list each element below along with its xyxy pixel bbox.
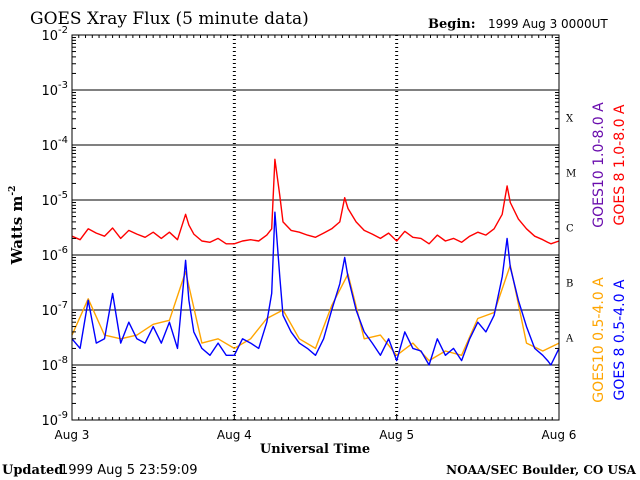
- x-tick-label: Aug 5: [379, 428, 414, 442]
- y-tick-base: 10: [41, 139, 58, 154]
- begin-label: Begin:: [428, 17, 476, 32]
- plot-frame: [71, 34, 560, 421]
- y-tick-exponent: -5: [58, 190, 68, 201]
- y-tick-label: 10-6: [41, 245, 68, 264]
- y-axis-title: Watts m-2: [8, 186, 26, 266]
- flare-class-B: B: [566, 279, 573, 290]
- y-tick-exponent: -2: [58, 25, 68, 36]
- legend-item-goes10-0-5-4-0-a: GOES10 0.5-4.0 A: [591, 277, 607, 403]
- series-line-goes10-0-5-4-0-a: [71, 264, 560, 362]
- legend-item-goes10-1-0-8-0-a: GOES10 1.0-8.0 A: [591, 102, 607, 228]
- y-tick-base: 10: [41, 359, 58, 374]
- svg-text:Watts m-2: Watts m-2: [8, 186, 26, 266]
- y-tick-base: 10: [41, 194, 58, 209]
- y-tick-label: 10-8: [41, 355, 68, 374]
- y-tick-base: 10: [41, 29, 58, 44]
- y-tick-exponent: -7: [58, 300, 68, 311]
- series-line-goes-8-1-0-8-0-a: [71, 158, 560, 245]
- y-tick-base: 10: [41, 84, 58, 99]
- y-tick-label: 10-9: [41, 410, 68, 429]
- y-tick-base: 10: [41, 304, 58, 319]
- flare-class-A: A: [565, 334, 574, 345]
- x-axis-label: Universal Time: [260, 442, 370, 457]
- flare-class-X: X: [566, 114, 574, 125]
- legend-item-goes-8-1-0-8-0-a: GOES 8 1.0-8.0 A: [612, 104, 628, 225]
- legend: GOES10 1.0-8.0 A GOES 8 1.0-8.0 A GOES10 0…: [591, 102, 628, 403]
- credit-text: NOAA/SEC Boulder, CO USA: [446, 463, 637, 477]
- y-axis-label-superscript: -2: [8, 186, 18, 196]
- y-tick-exponent: -6: [58, 245, 68, 256]
- updated-label: Updated: [2, 463, 63, 478]
- x-tick-label: Aug 4: [217, 428, 252, 442]
- updated-value: 1999 Aug 5 23:59:09: [60, 463, 198, 478]
- y-axis-label: Watts m: [8, 196, 26, 266]
- y-tick-label: 10-4: [41, 135, 68, 154]
- y-tick-base: 10: [41, 249, 58, 264]
- y-tick-label: 10-2: [41, 25, 68, 44]
- x-tick-label: Aug 3: [55, 428, 90, 442]
- flare-class-C: C: [566, 224, 574, 235]
- y-tick-label: 10-5: [41, 190, 68, 209]
- y-tick-label: 10-7: [41, 300, 68, 319]
- plot-series: [71, 158, 560, 366]
- y-tick-exponent: -8: [58, 355, 68, 366]
- x-tick-label: Aug 6: [542, 428, 577, 442]
- y-tick-exponent: -4: [58, 135, 68, 146]
- begin-value: 1999 Aug 3 0000UT: [488, 17, 608, 31]
- plot-grid: [72, 35, 559, 420]
- y-tick-exponent: -3: [58, 80, 68, 91]
- chart-title: GOES Xray Flux (5 minute data): [30, 9, 309, 29]
- y-tick-exponent: -9: [58, 410, 68, 421]
- legend-item-goes-8-0-5-4-0-a: GOES 8 0.5-4.0 A: [612, 279, 628, 400]
- y-tick-base: 10: [41, 414, 58, 429]
- flare-class-M: M: [566, 169, 576, 180]
- series-line-goes-8-0-5-4-0-a: [71, 211, 560, 366]
- y-tick-label: 10-3: [41, 80, 68, 99]
